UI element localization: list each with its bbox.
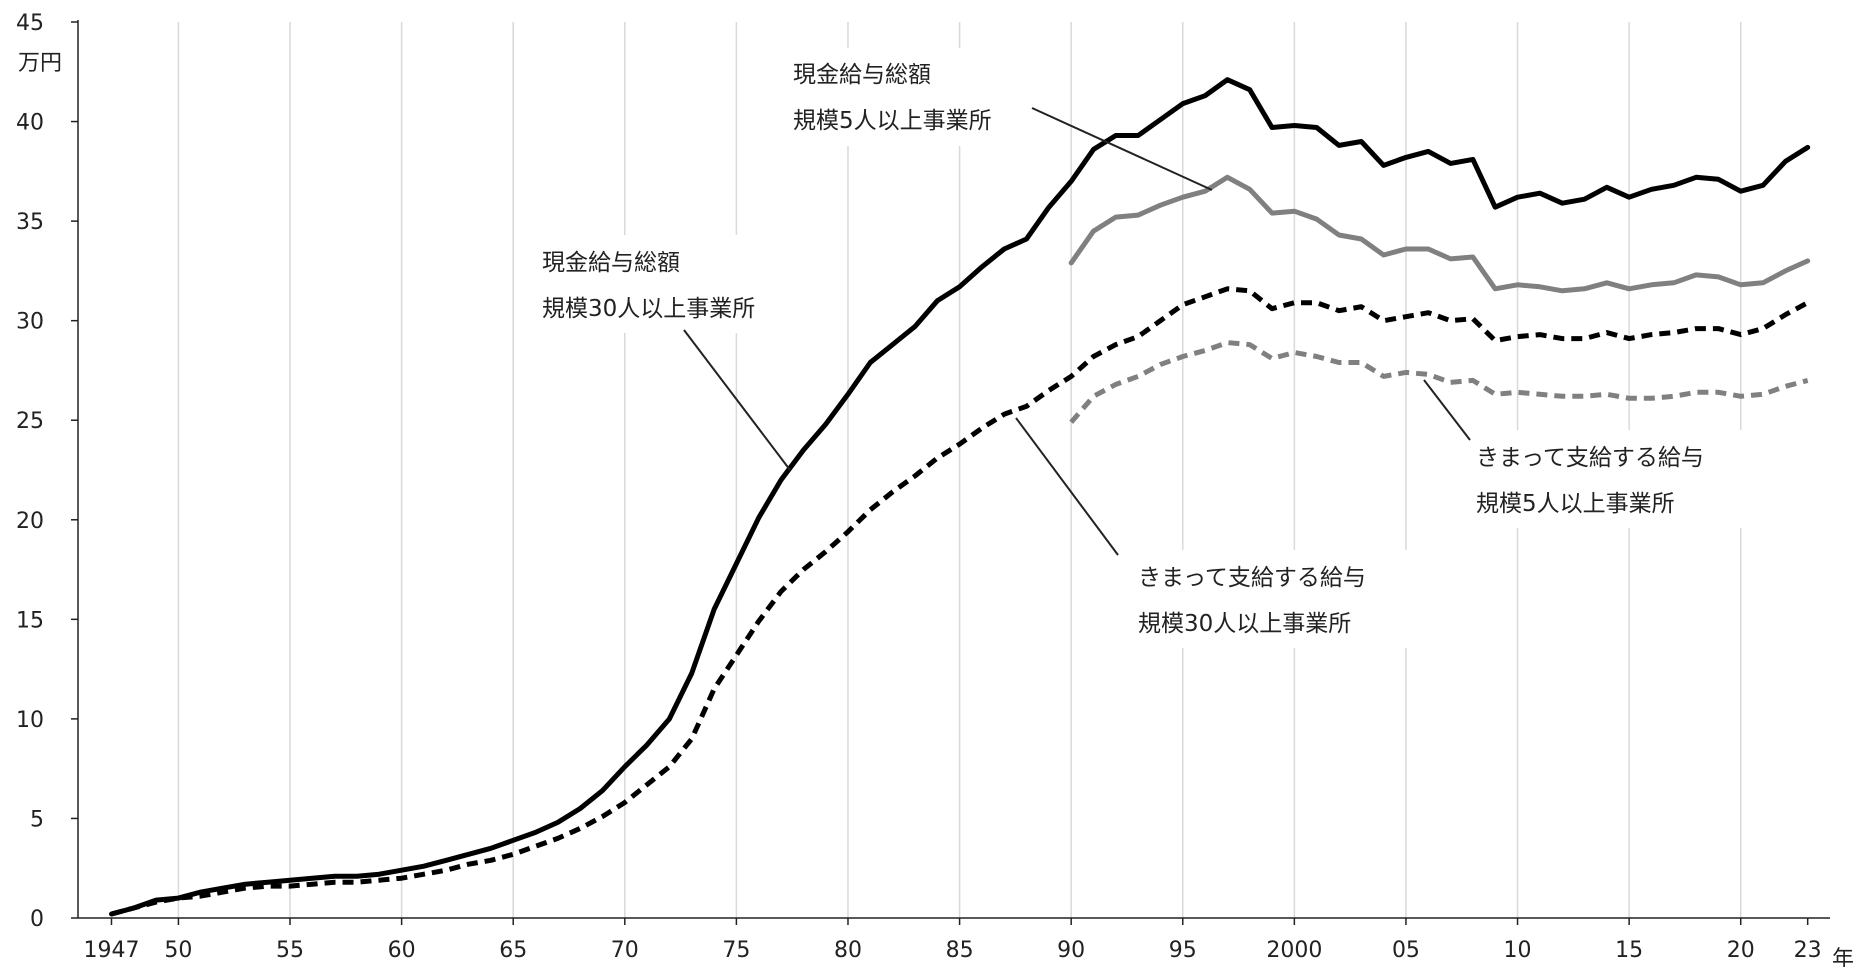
series-lines bbox=[109, 77, 1811, 917]
x-tick-label: 90 bbox=[1057, 938, 1085, 963]
x-tick-label: 80 bbox=[834, 938, 862, 963]
axes bbox=[71, 20, 1830, 925]
y-tick-label: 45 bbox=[16, 11, 44, 36]
x-tick-label: 95 bbox=[1169, 938, 1197, 963]
annotation-total5: 現金給与総額 規模5人以上事業所 bbox=[793, 62, 1213, 191]
x-axis-unit: 年 bbox=[1832, 947, 1854, 967]
x-tick-label: 05 bbox=[1392, 938, 1420, 963]
y-tick-label: 10 bbox=[16, 708, 44, 733]
x-tick-label: 70 bbox=[611, 938, 639, 963]
x-tick-label: 15 bbox=[1615, 938, 1643, 963]
x-tick-label: 23 bbox=[1794, 938, 1822, 963]
annotation-regular5-line2: 規模5人以上事業所 bbox=[1476, 491, 1675, 517]
y-tick-label: 35 bbox=[16, 210, 44, 235]
leader-line-total5 bbox=[1031, 107, 1213, 191]
y-axis-unit: 万円 bbox=[18, 51, 62, 76]
y-tick-label: 15 bbox=[16, 608, 44, 633]
x-tick-label: 65 bbox=[499, 938, 527, 963]
annotation-regular30-line1: きまって支給する給与 bbox=[1138, 565, 1366, 591]
annotation-total30-line2: 規模30人以上事業所 bbox=[542, 296, 755, 322]
x-tick-label: 85 bbox=[946, 938, 974, 963]
y-tick-label: 20 bbox=[16, 509, 44, 534]
x-tick-label: 20 bbox=[1727, 938, 1755, 963]
series-line-regular5 bbox=[1069, 340, 1809, 424]
annotation-regular5: きまって支給する給与 規模5人以上事業所 bbox=[1423, 379, 1704, 517]
leader-line-total30 bbox=[683, 329, 791, 471]
y-tick-label: 25 bbox=[16, 409, 44, 434]
x-tick-label: 1947 bbox=[83, 938, 139, 963]
annotation-background bbox=[773, 48, 1043, 146]
x-tick-label: 50 bbox=[164, 938, 192, 963]
annotation-total5-line1: 現金給与総額 bbox=[793, 62, 931, 88]
x-tick-label: 75 bbox=[722, 938, 750, 963]
x-tick-label: 10 bbox=[1504, 938, 1532, 963]
leader-line-regular30 bbox=[1015, 417, 1119, 556]
annotation-background bbox=[1456, 430, 1756, 528]
annotation-total30: 現金給与総額 規模30人以上事業所 bbox=[542, 250, 791, 471]
series-line-total5 bbox=[1068, 174, 1811, 294]
x-tick-label: 2000 bbox=[1266, 938, 1322, 963]
x-tick-label: 55 bbox=[276, 938, 304, 963]
label-backgrounds bbox=[522, 48, 1756, 648]
annotation-total30-line1: 現金給与総額 bbox=[542, 250, 680, 276]
series-line-total30 bbox=[109, 77, 1811, 917]
annotation-total5-line2: 規模5人以上事業所 bbox=[793, 108, 992, 134]
series-line-regular30 bbox=[110, 286, 1809, 917]
leader-line-regular5 bbox=[1423, 379, 1471, 441]
y-tick-label: 0 bbox=[30, 907, 44, 932]
y-tick-label: 5 bbox=[30, 807, 44, 832]
annotation-background bbox=[522, 235, 802, 333]
annotation-background bbox=[1118, 550, 1418, 648]
x-tick-label: 60 bbox=[388, 938, 416, 963]
y-tick-label: 40 bbox=[16, 111, 44, 136]
y-tick-label: 30 bbox=[16, 310, 44, 335]
annotation-regular5-line1: きまって支給する給与 bbox=[1476, 445, 1704, 471]
annotation-regular30: きまって支給する給与 規模30人以上事業所 bbox=[1015, 417, 1366, 637]
annotation-regular30-line2: 規模30人以上事業所 bbox=[1138, 611, 1351, 637]
